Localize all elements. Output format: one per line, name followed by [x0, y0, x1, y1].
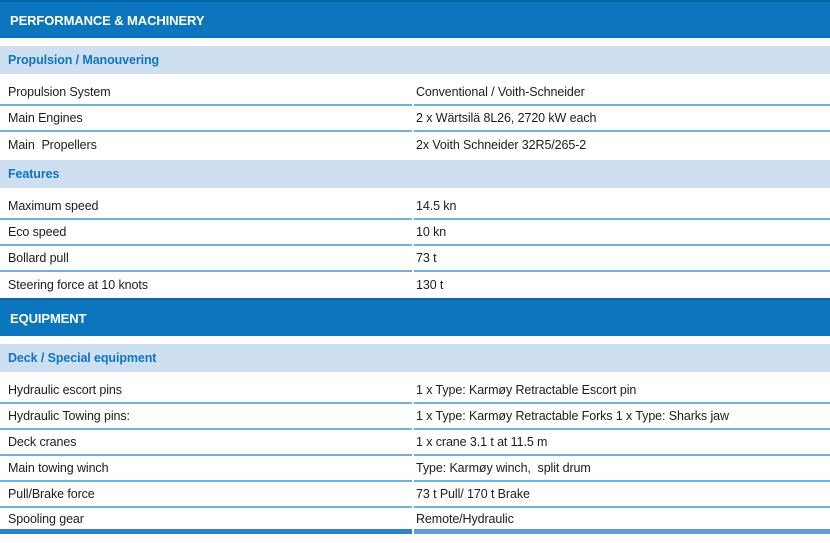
column-divider: [412, 80, 414, 106]
section-title: PERFORMANCE & MACHINERY: [10, 12, 205, 28]
spec-label: Propulsion System: [0, 80, 412, 106]
table-row-hydraulic-towing-pins: Hydraulic Towing pins: 1 x Type: Karmøy …: [0, 404, 830, 430]
subsection-header-propulsion-manouvering: Propulsion / Manouvering: [0, 46, 830, 74]
spec-value: 73 t Pull/ 170 t Brake: [414, 482, 830, 508]
spec-label: Bollard pull: [0, 246, 412, 272]
column-divider: [412, 430, 414, 456]
table-row-hydraulic-escort-pins: Hydraulic escort pins 1 x Type: Karmøy R…: [0, 378, 830, 404]
table-row-spooling-gear: Spooling gear Remote/Hydraulic: [0, 508, 830, 534]
column-divider: [412, 246, 414, 272]
column-divider: [412, 220, 414, 246]
column-divider: [412, 106, 414, 132]
table-row-maximum-speed: Maximum speed 14.5 kn: [0, 194, 830, 220]
table-row-propulsion-system: Propulsion System Conventional / Voith-S…: [0, 80, 830, 106]
column-divider: [412, 132, 414, 158]
spec-label: Hydraulic escort pins: [0, 378, 412, 404]
table-row-eco-speed: Eco speed 10 kn: [0, 220, 830, 246]
column-divider: [412, 482, 414, 508]
column-divider: [412, 194, 414, 220]
spec-label: Eco speed: [0, 220, 412, 246]
spec-label: Spooling gear: [0, 508, 412, 534]
table-row-steering-force: Steering force at 10 knots 130 t: [0, 272, 830, 298]
spec-value: Remote/Hydraulic: [414, 508, 830, 534]
section-header-equipment: EQUIPMENT: [0, 298, 830, 336]
subsection-header-deck-special-equipment: Deck / Special equipment: [0, 344, 830, 372]
table-row-main-propellers: Main Propellers 2x Voith Schneider 32R5/…: [0, 132, 830, 158]
subsection-title: Propulsion / Manouvering: [8, 53, 160, 67]
table-row-bollard-pull: Bollard pull 73 t: [0, 246, 830, 272]
spec-label: Deck cranes: [0, 430, 412, 456]
subsection-title: Deck / Special equipment: [8, 351, 157, 365]
column-divider: [412, 378, 414, 404]
spec-label: Steering force at 10 knots: [8, 278, 148, 292]
spec-value: Type: Karmøy winch, split drum: [414, 456, 830, 482]
spec-label: Maximum speed: [0, 194, 412, 220]
spec-label: Main Engines: [0, 106, 412, 132]
spec-value: 14.5 kn: [414, 194, 830, 220]
spec-value: 2x Voith Schneider 32R5/265-2: [416, 138, 587, 152]
spec-label: Pull/Brake force: [0, 482, 412, 508]
section-title: EQUIPMENT: [10, 310, 87, 326]
subsection-title: Features: [8, 167, 60, 181]
spec-value: 10 kn: [414, 220, 830, 246]
spec-label: Hydraulic Towing pins:: [0, 404, 412, 430]
spec-value: Conventional / Voith-Schneider: [414, 80, 830, 106]
spec-value: 73 t: [414, 246, 830, 272]
column-divider: [412, 456, 414, 482]
spec-value: 130 t: [416, 278, 444, 292]
column-divider: [412, 508, 414, 534]
spec-label: Main towing winch: [0, 456, 412, 482]
spec-value: 1 x crane 3.1 t at 11.5 m: [414, 430, 830, 456]
table-row-main-towing-winch: Main towing winch Type: Karmøy winch, sp…: [0, 456, 830, 482]
table-row-main-engines: Main Engines 2 x Wärtsilä 8L26, 2720 kW …: [0, 106, 830, 132]
table-row-deck-cranes: Deck cranes 1 x crane 3.1 t at 11.5 m: [0, 430, 830, 456]
column-divider: [412, 404, 414, 430]
spec-value: 2 x Wärtsilä 8L26, 2720 kW each: [414, 106, 830, 132]
spec-value: 1 x Type: Karmøy Retractable Forks 1 x T…: [414, 404, 830, 430]
spec-value: 1 x Type: Karmøy Retractable Escort pin: [414, 378, 830, 404]
section-header-performance-machinery: PERFORMANCE & MACHINERY: [0, 0, 830, 38]
spec-label: Main Propellers: [8, 138, 97, 152]
subsection-header-features: Features: [0, 160, 830, 188]
column-divider: [412, 272, 414, 298]
table-row-pull-brake-force: Pull/Brake force 73 t Pull/ 170 t Brake: [0, 482, 830, 508]
